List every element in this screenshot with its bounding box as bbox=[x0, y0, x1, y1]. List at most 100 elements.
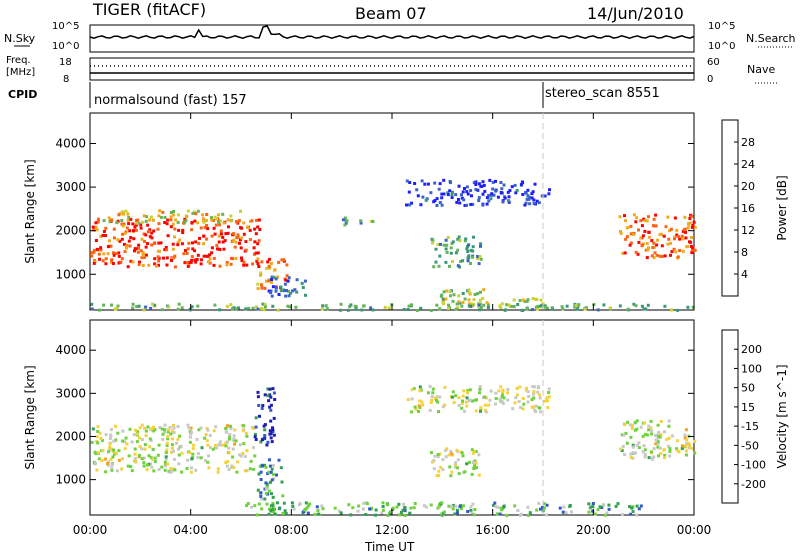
heatmap-cell bbox=[101, 259, 105, 263]
heatmap-cell bbox=[127, 222, 131, 226]
heatmap-cell bbox=[639, 425, 643, 429]
heatmap-cell bbox=[173, 468, 177, 472]
heatmap-cell bbox=[513, 504, 517, 508]
heatmap-cell bbox=[271, 387, 275, 391]
heatmap-cell bbox=[286, 304, 290, 308]
heatmap-cell bbox=[165, 450, 169, 454]
heatmap-cell bbox=[142, 308, 146, 312]
heatmap-cell bbox=[476, 188, 480, 192]
heatmap-cell bbox=[499, 306, 503, 310]
heatmap-cell bbox=[111, 455, 115, 459]
heatmap-cell bbox=[420, 400, 424, 404]
heatmap-cell bbox=[418, 405, 422, 409]
heatmap-cell bbox=[110, 468, 114, 472]
heatmap-cell bbox=[263, 428, 267, 432]
heatmap-cell bbox=[672, 247, 676, 251]
heatmap-cell bbox=[647, 424, 651, 428]
heatmap-cell bbox=[156, 255, 160, 259]
heatmap-cell bbox=[457, 300, 461, 304]
heatmap-cell bbox=[522, 402, 526, 406]
heatmap-cell bbox=[501, 390, 505, 394]
heatmap-cell bbox=[535, 307, 539, 311]
heatmap-cell bbox=[482, 288, 486, 292]
heatmap-cell bbox=[270, 294, 274, 298]
heatmap-cell bbox=[291, 504, 295, 508]
heatmap-cell bbox=[194, 212, 198, 216]
heatmap-cell bbox=[242, 260, 246, 264]
heatmap-cell bbox=[194, 240, 198, 244]
heatmap-cell bbox=[268, 464, 272, 468]
heatmap-cell bbox=[118, 239, 122, 243]
heatmap-cell bbox=[144, 434, 148, 438]
y-tick-label: 4000 bbox=[55, 137, 86, 151]
heatmap-cell bbox=[140, 423, 144, 427]
heatmap-cell bbox=[341, 218, 345, 222]
heatmap-cell bbox=[196, 452, 200, 456]
heatmap-cell bbox=[107, 460, 111, 464]
heatmap-cell bbox=[263, 434, 267, 437]
heatmap-cell bbox=[229, 262, 233, 266]
heatmap-cell bbox=[438, 452, 442, 456]
heatmap-cell bbox=[643, 455, 647, 459]
heatmap-cell bbox=[417, 409, 420, 413]
heatmap-cell bbox=[543, 194, 547, 198]
heatmap-cell bbox=[477, 196, 481, 200]
heatmap-cell bbox=[533, 408, 537, 412]
heatmap-cell bbox=[441, 300, 445, 304]
heatmap-cell bbox=[640, 244, 644, 248]
heatmap-cell bbox=[690, 245, 693, 248]
heatmap-cell bbox=[201, 217, 205, 221]
heatmap-cell bbox=[266, 387, 270, 391]
heatmap-cell bbox=[101, 448, 105, 452]
heatmap-cell bbox=[662, 448, 666, 452]
heatmap-cell bbox=[463, 204, 467, 207]
heatmap-cell bbox=[525, 307, 529, 311]
heatmap-cell bbox=[537, 385, 540, 389]
heatmap-cell bbox=[206, 460, 210, 464]
heatmap-cell bbox=[97, 252, 101, 256]
freq-panel: Freq. [MHz] 18 8 60 0 Nave bbox=[6, 55, 778, 85]
heatmap-cell bbox=[263, 497, 267, 501]
heatmap-cell bbox=[444, 449, 448, 452]
heatmap-cell bbox=[676, 255, 680, 259]
noise-tick-left-top: 10^5 bbox=[52, 21, 79, 32]
heatmap-cell bbox=[641, 450, 645, 454]
heatmap-cell bbox=[479, 406, 483, 410]
heatmap-cell bbox=[479, 257, 483, 261]
heatmap-cell bbox=[528, 195, 532, 199]
heatmap-cell bbox=[460, 196, 464, 200]
heatmap-cell bbox=[146, 230, 150, 234]
heatmap-cell bbox=[169, 211, 173, 214]
heatmap-cell bbox=[216, 467, 220, 471]
heatmap-cell bbox=[272, 433, 276, 437]
heatmap-cell bbox=[95, 468, 99, 472]
heatmap-cell bbox=[466, 256, 470, 260]
heatmap-cell bbox=[430, 395, 434, 398]
heatmap-cell bbox=[436, 455, 440, 459]
heatmap-cell bbox=[269, 408, 273, 412]
heatmap-cell bbox=[469, 203, 473, 206]
heatmap-cell bbox=[510, 185, 514, 189]
heatmap-cell bbox=[282, 501, 286, 505]
heatmap-cell bbox=[261, 404, 265, 407]
heatmap-cell bbox=[537, 406, 541, 410]
heatmap-cell bbox=[413, 502, 417, 505]
heatmap-cell bbox=[527, 197, 531, 201]
heatmap-cell bbox=[129, 217, 133, 221]
heatmap-cell bbox=[422, 504, 426, 508]
heatmap-cell bbox=[511, 407, 515, 411]
heatmap-cell bbox=[215, 243, 219, 247]
heatmap-cell bbox=[260, 407, 264, 410]
heatmap-cell bbox=[163, 430, 166, 434]
heatmap-cell bbox=[277, 260, 281, 264]
heatmap-cell bbox=[267, 512, 271, 516]
heatmap-cell bbox=[269, 395, 273, 399]
heatmap-cell bbox=[640, 224, 644, 228]
heatmap-cell bbox=[537, 393, 541, 397]
heatmap-cell bbox=[172, 431, 176, 435]
heatmap-cell bbox=[202, 242, 205, 246]
heatmap-cell bbox=[127, 454, 131, 458]
heatmap-cell bbox=[620, 513, 624, 517]
heatmap-cell bbox=[169, 450, 173, 454]
